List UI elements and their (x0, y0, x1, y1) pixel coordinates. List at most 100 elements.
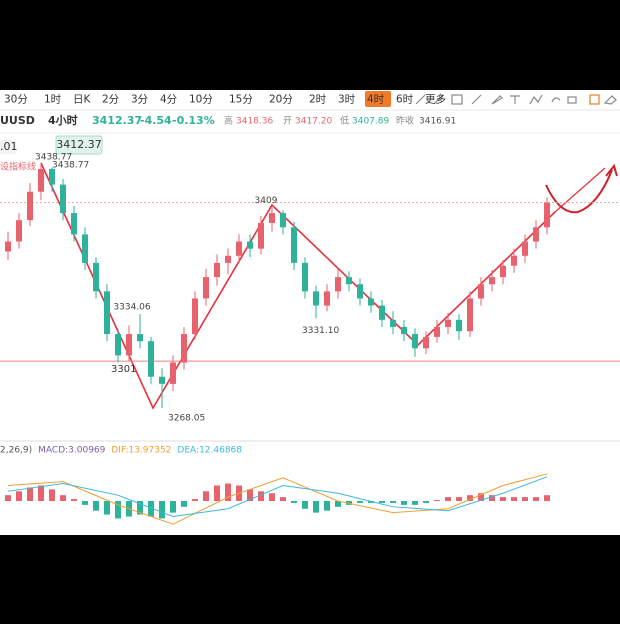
macd-legend: DEA:12.46868 (177, 446, 242, 456)
candle-body (544, 202, 550, 228)
candle-body (500, 265, 506, 278)
macd-bar (71, 499, 77, 501)
macd-bar (214, 485, 220, 501)
macd-bar (357, 501, 363, 503)
candle-body (214, 262, 220, 278)
macd-bar (60, 495, 66, 501)
macd-bar (302, 501, 308, 509)
candle-body (170, 362, 176, 384)
candle-body (533, 227, 539, 242)
macd-bar (412, 501, 418, 505)
macd-bar (445, 497, 451, 501)
period-button[interactable]: 4时 (367, 94, 385, 106)
macd-line (7, 473, 548, 525)
header-low-label: 低 (340, 115, 349, 127)
candle-body (522, 241, 528, 256)
candle-body (27, 191, 33, 221)
period-button[interactable]: 2分 (102, 94, 120, 106)
macd-bar (148, 501, 154, 517)
period-button[interactable]: 3分 (131, 94, 149, 106)
macd-bar (5, 495, 11, 501)
indicator-label[interactable]: 设指标线 (0, 161, 36, 173)
macd-bar (522, 497, 528, 501)
candle-body (148, 341, 154, 377)
macd-line (7, 476, 548, 518)
candle-body (511, 255, 517, 266)
candle-body (49, 168, 55, 185)
macd-bar (269, 493, 275, 501)
candle-body (445, 319, 451, 327)
macd-bar (434, 500, 440, 502)
price-input[interactable]: .01 (0, 140, 18, 153)
header-open-label: 开 (283, 116, 292, 127)
macd-bar (368, 501, 374, 503)
candle-body (434, 326, 440, 337)
header-change-pct: -0.13% (172, 114, 215, 127)
candle-body (280, 213, 286, 228)
header-price: 3412.37 (92, 114, 142, 127)
candle-body (5, 241, 11, 252)
header-high-label: 高 (224, 115, 233, 127)
period-button[interactable]: 10分 (189, 94, 213, 106)
price-badge-box (55, 135, 103, 155)
macd-bar (137, 501, 143, 515)
level-label: 3301 (111, 364, 136, 375)
macd-bar (467, 495, 473, 501)
candle-body (302, 262, 308, 292)
macd-bar (533, 497, 539, 501)
candle-body (16, 220, 22, 242)
candle-body (456, 319, 462, 332)
candle-body (236, 241, 242, 256)
candle-body (137, 334, 143, 342)
period-button[interactable]: 30分 (4, 94, 28, 106)
header-prev-label: 昨收 (396, 115, 414, 127)
header-low: 3407.89 (352, 117, 389, 127)
macd-bar (379, 501, 385, 503)
candle-body (489, 277, 495, 285)
macd-bar (82, 501, 88, 505)
price-annotation: 3268.05 (168, 414, 205, 424)
price-input-box[interactable] (0, 140, 16, 154)
macd-bar (247, 489, 253, 501)
period-button[interactable]: 6时 (396, 94, 414, 106)
candle-body (181, 334, 187, 363)
candle-body (412, 334, 418, 349)
hand-drawn-arrow (545, 163, 618, 214)
macd-bar (280, 497, 286, 501)
macd-bar (324, 501, 330, 511)
trend-line (40, 162, 556, 410)
macd-bar (291, 501, 297, 503)
candle-body (225, 255, 231, 263)
candle-body (357, 284, 363, 299)
candle-body (247, 241, 253, 249)
price-annotation: 3409 (255, 196, 278, 206)
period-button[interactable]: 15分 (229, 94, 253, 106)
period-button[interactable]: 2时 (309, 94, 327, 106)
header-open: 3417.20 (295, 117, 332, 127)
candle-body (126, 334, 132, 356)
macd-bar (192, 499, 198, 501)
macd-bar (115, 501, 121, 519)
candle-body (478, 284, 484, 299)
macd-legend: DIF:13.97352 (111, 446, 171, 456)
header-high: 3418.36 (236, 117, 273, 127)
more-button[interactable]: 更多 (425, 93, 446, 106)
macd-bar (423, 501, 429, 503)
macd-bar (16, 491, 22, 501)
macd-bar (27, 487, 33, 501)
period-button[interactable]: 3时 (338, 94, 356, 106)
period-button[interactable]: 1时 (44, 94, 62, 106)
price-annotation: 3438.77 (52, 161, 89, 171)
macd-bar (390, 501, 396, 503)
candle-body (401, 326, 407, 335)
period-button[interactable]: 4分 (160, 94, 178, 106)
draw-tools[interactable] (415, 94, 617, 105)
period-button[interactable]: 20分 (269, 94, 293, 106)
macd-bar (544, 495, 550, 501)
candle-body (60, 184, 66, 214)
candle-body (291, 227, 297, 263)
panel (0, 90, 620, 535)
period-button[interactable]: 日K (73, 94, 91, 106)
